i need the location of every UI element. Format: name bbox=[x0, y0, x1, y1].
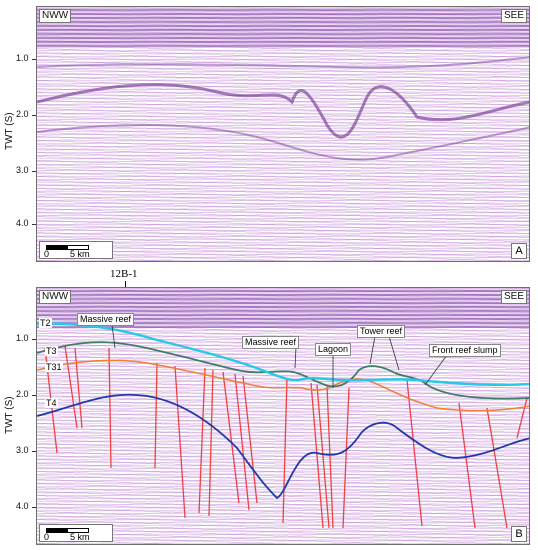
horizon-t31 bbox=[37, 359, 529, 412]
pointer-massive-reef-2 bbox=[294, 346, 297, 369]
fault-line bbox=[406, 379, 423, 527]
seismic-structure-a bbox=[37, 56, 529, 161]
panel-letter-a: A bbox=[511, 243, 527, 259]
tick-mark-a-4 bbox=[32, 224, 36, 225]
y-axis-title-b: TWT (S) bbox=[4, 396, 15, 434]
seismic-panel-a: NWW SEE 0 5 km A bbox=[36, 6, 530, 262]
fault-line bbox=[242, 375, 258, 504]
horizon-t4 bbox=[37, 393, 529, 500]
scale-bar-zero-a: 0 bbox=[44, 249, 50, 259]
annotation-front-reef-slump: Front reef slump bbox=[429, 344, 501, 357]
scale-bar-white-segment-a bbox=[67, 245, 89, 250]
fault-line bbox=[174, 365, 186, 519]
fault-line bbox=[282, 377, 288, 524]
fault-lines bbox=[44, 345, 528, 529]
fault-line bbox=[516, 397, 528, 439]
direction-label-left-b: NWW bbox=[39, 290, 72, 304]
scale-bar-five-b: 5 km bbox=[70, 532, 90, 542]
fault-line bbox=[234, 373, 250, 511]
scale-bar-b: 0 5 km bbox=[39, 524, 113, 542]
fault-line bbox=[326, 385, 334, 529]
horizon-t2 bbox=[37, 322, 529, 386]
horizon-label-t4: T4 bbox=[45, 398, 58, 408]
tick-mark-b-2 bbox=[32, 395, 36, 396]
pointer-tower-reef-2 bbox=[388, 335, 400, 371]
direction-label-right-a: SEE bbox=[500, 9, 527, 23]
scale-bar-five-a: 5 km bbox=[70, 249, 90, 259]
horizon-label-t3: T3 bbox=[45, 346, 58, 356]
fault-line bbox=[316, 384, 330, 529]
annotation-tower-reef: Tower reef bbox=[357, 325, 406, 338]
tick-mark-b-3 bbox=[32, 451, 36, 452]
fault-line bbox=[64, 345, 78, 429]
annotation-lagoon: Lagoon bbox=[315, 343, 352, 356]
interpretation-overlay bbox=[37, 322, 529, 529]
annotation-massive-reef-2: Massive reef bbox=[242, 336, 300, 349]
tick-label-b-3: 3.0 bbox=[16, 445, 29, 455]
fault-line bbox=[108, 347, 112, 469]
scale-bar-black-segment-a bbox=[46, 245, 68, 250]
fault-line bbox=[74, 347, 83, 429]
fault-line bbox=[208, 369, 214, 517]
fault-line bbox=[310, 382, 324, 529]
tick-mark-a-2 bbox=[32, 115, 36, 116]
tick-label-a-1: 1.0 bbox=[16, 53, 29, 63]
tick-label-b-4: 4.0 bbox=[16, 501, 29, 511]
tick-label-b-1: 1.0 bbox=[16, 333, 29, 343]
tick-mark-a-3 bbox=[32, 171, 36, 172]
tick-mark-b-4 bbox=[32, 507, 36, 508]
seismic-panel-b: NWW SEE T2 T3 T31 T4 Massive reef Massiv… bbox=[36, 287, 530, 545]
horizon-label-t31: T31 bbox=[45, 362, 63, 372]
fault-line bbox=[486, 407, 508, 529]
fault-line bbox=[222, 371, 240, 504]
direction-label-right-b: SEE bbox=[500, 290, 527, 304]
tick-label-a-3: 3.0 bbox=[16, 165, 29, 175]
direction-label-left-a: NWW bbox=[39, 9, 72, 23]
pointer-massive-reef-1 bbox=[111, 324, 116, 349]
y-axis-title-a: TWT (S) bbox=[4, 112, 15, 150]
well-name-label: 12B-1 bbox=[110, 268, 138, 280]
fault-line bbox=[154, 362, 158, 469]
tick-label-b-2: 2.0 bbox=[16, 389, 29, 399]
fault-line bbox=[198, 367, 206, 514]
horizon-t3 bbox=[37, 341, 529, 400]
horizon-label-t2: T2 bbox=[39, 318, 52, 328]
seismic-shallow-reflectors-a bbox=[37, 7, 529, 47]
seismic-image-a bbox=[37, 7, 529, 261]
panel-letter-b: B bbox=[511, 526, 527, 542]
pointer-tower-reef-1 bbox=[369, 335, 376, 365]
annotation-massive-reef-1: Massive reef bbox=[77, 313, 135, 326]
tick-mark-a-1 bbox=[32, 59, 36, 60]
annotation-pointers bbox=[111, 324, 448, 388]
fault-line bbox=[458, 402, 476, 529]
scale-bar-zero-b: 0 bbox=[44, 532, 50, 542]
scale-bar-black-segment-b bbox=[46, 528, 68, 533]
tick-label-a-4: 4.0 bbox=[16, 218, 29, 228]
scale-bar-a: 0 5 km bbox=[39, 241, 113, 259]
tick-label-a-2: 2.0 bbox=[16, 109, 29, 119]
scale-bar-white-segment-b bbox=[67, 528, 89, 533]
tick-mark-b-1 bbox=[32, 339, 36, 340]
fault-line bbox=[342, 387, 350, 529]
pointer-front-reef-slump bbox=[424, 354, 448, 386]
